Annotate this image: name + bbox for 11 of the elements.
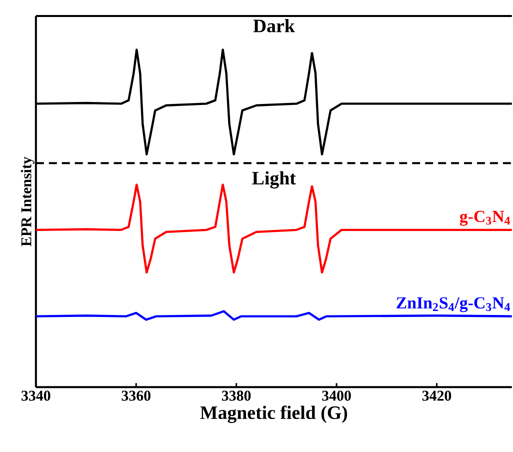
text: Dark	[253, 19, 295, 32]
annotation: Light	[252, 171, 296, 188]
x-tick-label: 3420	[422, 390, 452, 401]
x-axis-title: Magnetic field (G)	[200, 406, 348, 424]
x-tick-label: 3400	[322, 390, 351, 401]
x-tick-label: 3340	[22, 390, 50, 401]
series-label: ZnIn$_{2}$S$_{4}$/g-C$_{3}$N$_{4}$	[396, 297, 510, 312]
series-label: g-C$_{3}$N$_{4}$	[460, 210, 510, 226]
x-tick-label: 3380	[222, 390, 251, 401]
y-axis-title: EPR Intensity	[20, 156, 34, 246]
x-tick-label: 3360	[122, 390, 150, 401]
